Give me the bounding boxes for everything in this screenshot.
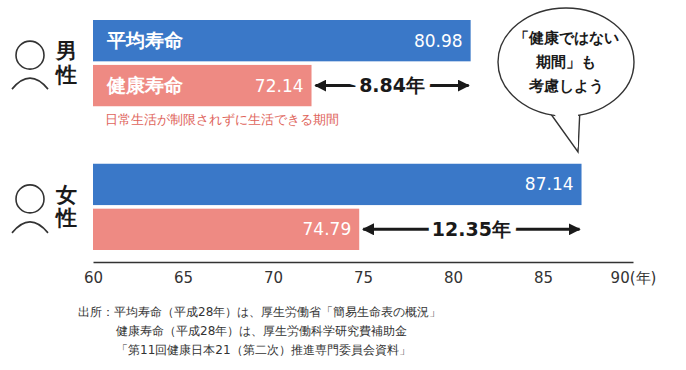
bar [93, 164, 582, 205]
person-icon [12, 185, 48, 233]
icon-face [16, 41, 44, 69]
callout-bubble [498, 8, 634, 116]
category-label: 男性 [54, 39, 77, 86]
annotation: 日常生活が制限されずに生活できる期間 [105, 112, 339, 127]
tick-label: 80 [444, 269, 463, 287]
source-text: 「第11回健康日本21（第二次）推進専門委員会資料」 [116, 343, 411, 357]
data-label: 80.98 [414, 31, 463, 51]
tick: 90(年) [611, 262, 657, 287]
series-name: 平均寿命 [106, 29, 183, 51]
gap-label: 8.84年 [359, 74, 425, 96]
person-icon [12, 41, 48, 89]
source-text: 健康寿命（平成28年）は、厚生労働科学研究費補助金 [116, 324, 407, 338]
bar [93, 20, 471, 61]
data-label: 74.79 [303, 219, 352, 239]
tick-label: 70 [264, 269, 283, 287]
callout-tail-cover [550, 106, 578, 148]
callout-text: 考慮しよう [528, 77, 604, 95]
icon-body [12, 222, 48, 233]
callout-text: 「健康ではない [514, 29, 619, 47]
x-axis: 60 65 70 75 80 85 90(年) [84, 262, 656, 287]
source: 出所：平均寿命（平成28年）は、厚生労働省「簡易生命表の概況」健康寿命（平成28… [78, 305, 441, 357]
category-labels: 男性女性 [12, 39, 77, 232]
tick: 70 [264, 262, 283, 287]
icon-body [12, 78, 48, 89]
callout-text: 期間」も [535, 53, 596, 71]
tick-label: 75 [354, 269, 373, 287]
icon-face [16, 185, 44, 213]
bar [93, 65, 312, 106]
source-text: 出所：平均寿命（平成28年）は、厚生労働省「簡易生命表の概況」 [78, 305, 441, 319]
data-label: 87.14 [525, 174, 574, 194]
tick-label: 85 [534, 269, 553, 287]
data-label: 72.14 [255, 76, 304, 96]
tick-label: 65 [174, 269, 193, 287]
tick: 75 [354, 262, 373, 287]
tick-label: 90(年) [611, 269, 657, 287]
tick-label: 60 [84, 269, 103, 287]
chart: 80.98 平均寿命 87.14 72.14 健康寿命 74.79 8.84年 12.35年 日… [0, 0, 686, 370]
series-name: 健康寿命 [106, 74, 183, 96]
tick: 85 [534, 262, 553, 287]
callout: 「健康ではない期間」も考慮しよう [498, 8, 634, 152]
tick: 80 [444, 262, 463, 287]
category-label: 女性 [54, 183, 77, 230]
tick: 65 [174, 262, 193, 287]
axis-line [94, 262, 634, 264]
tick: 60 [84, 262, 103, 287]
gap-label: 12.35年 [432, 218, 511, 240]
bar [93, 209, 359, 250]
